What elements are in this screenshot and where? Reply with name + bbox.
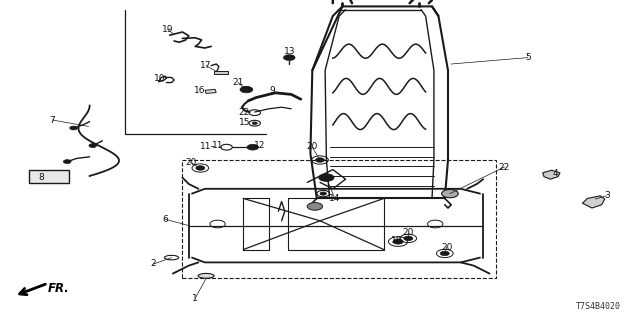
Bar [182, 160, 496, 278]
Text: 20: 20 [306, 142, 317, 151]
Text: 6: 6 [163, 215, 168, 224]
Polygon shape [582, 196, 605, 208]
Text: 5: 5 [525, 53, 531, 62]
Text: 20: 20 [185, 158, 196, 167]
Text: 7: 7 [50, 116, 55, 124]
Text: 15: 15 [239, 118, 250, 127]
Text: 19: 19 [162, 25, 173, 34]
Text: 4: 4 [552, 169, 557, 178]
Text: 13: 13 [284, 47, 295, 56]
Bar [214, 71, 228, 74]
Circle shape [404, 236, 413, 241]
Text: 22: 22 [499, 163, 510, 172]
Text: FR.: FR. [48, 282, 70, 295]
Bar [205, 89, 216, 93]
Text: T7S4B4020: T7S4B4020 [576, 302, 621, 311]
Circle shape [320, 192, 326, 195]
Circle shape [247, 144, 259, 150]
Circle shape [196, 166, 205, 170]
Text: 11: 11 [212, 141, 223, 150]
Polygon shape [543, 170, 560, 179]
Circle shape [316, 158, 324, 162]
FancyBboxPatch shape [29, 170, 69, 183]
Text: 9: 9 [269, 86, 275, 95]
Text: 20: 20 [441, 243, 452, 252]
Circle shape [319, 174, 334, 181]
Text: 3: 3 [604, 191, 609, 200]
Circle shape [442, 189, 458, 198]
Circle shape [393, 239, 403, 244]
Circle shape [440, 251, 449, 256]
Circle shape [240, 86, 253, 93]
Text: 21: 21 [232, 78, 244, 87]
Ellipse shape [198, 273, 214, 278]
Text: 18: 18 [391, 236, 403, 245]
Circle shape [252, 122, 257, 124]
Text: 11–: 11– [200, 142, 216, 151]
Text: 14: 14 [329, 194, 340, 203]
Text: 2: 2 [151, 260, 156, 268]
Circle shape [70, 126, 77, 130]
Circle shape [89, 144, 97, 148]
Text: 1: 1 [193, 294, 198, 303]
Text: 16: 16 [194, 86, 205, 95]
Text: 12: 12 [253, 141, 265, 150]
Text: 20: 20 [403, 228, 414, 237]
Text: 10: 10 [154, 74, 166, 83]
Text: 22: 22 [239, 108, 250, 116]
Circle shape [284, 55, 295, 60]
Text: 17: 17 [200, 61, 212, 70]
Text: 8: 8 [39, 173, 44, 182]
Circle shape [307, 203, 323, 210]
Circle shape [63, 160, 71, 164]
